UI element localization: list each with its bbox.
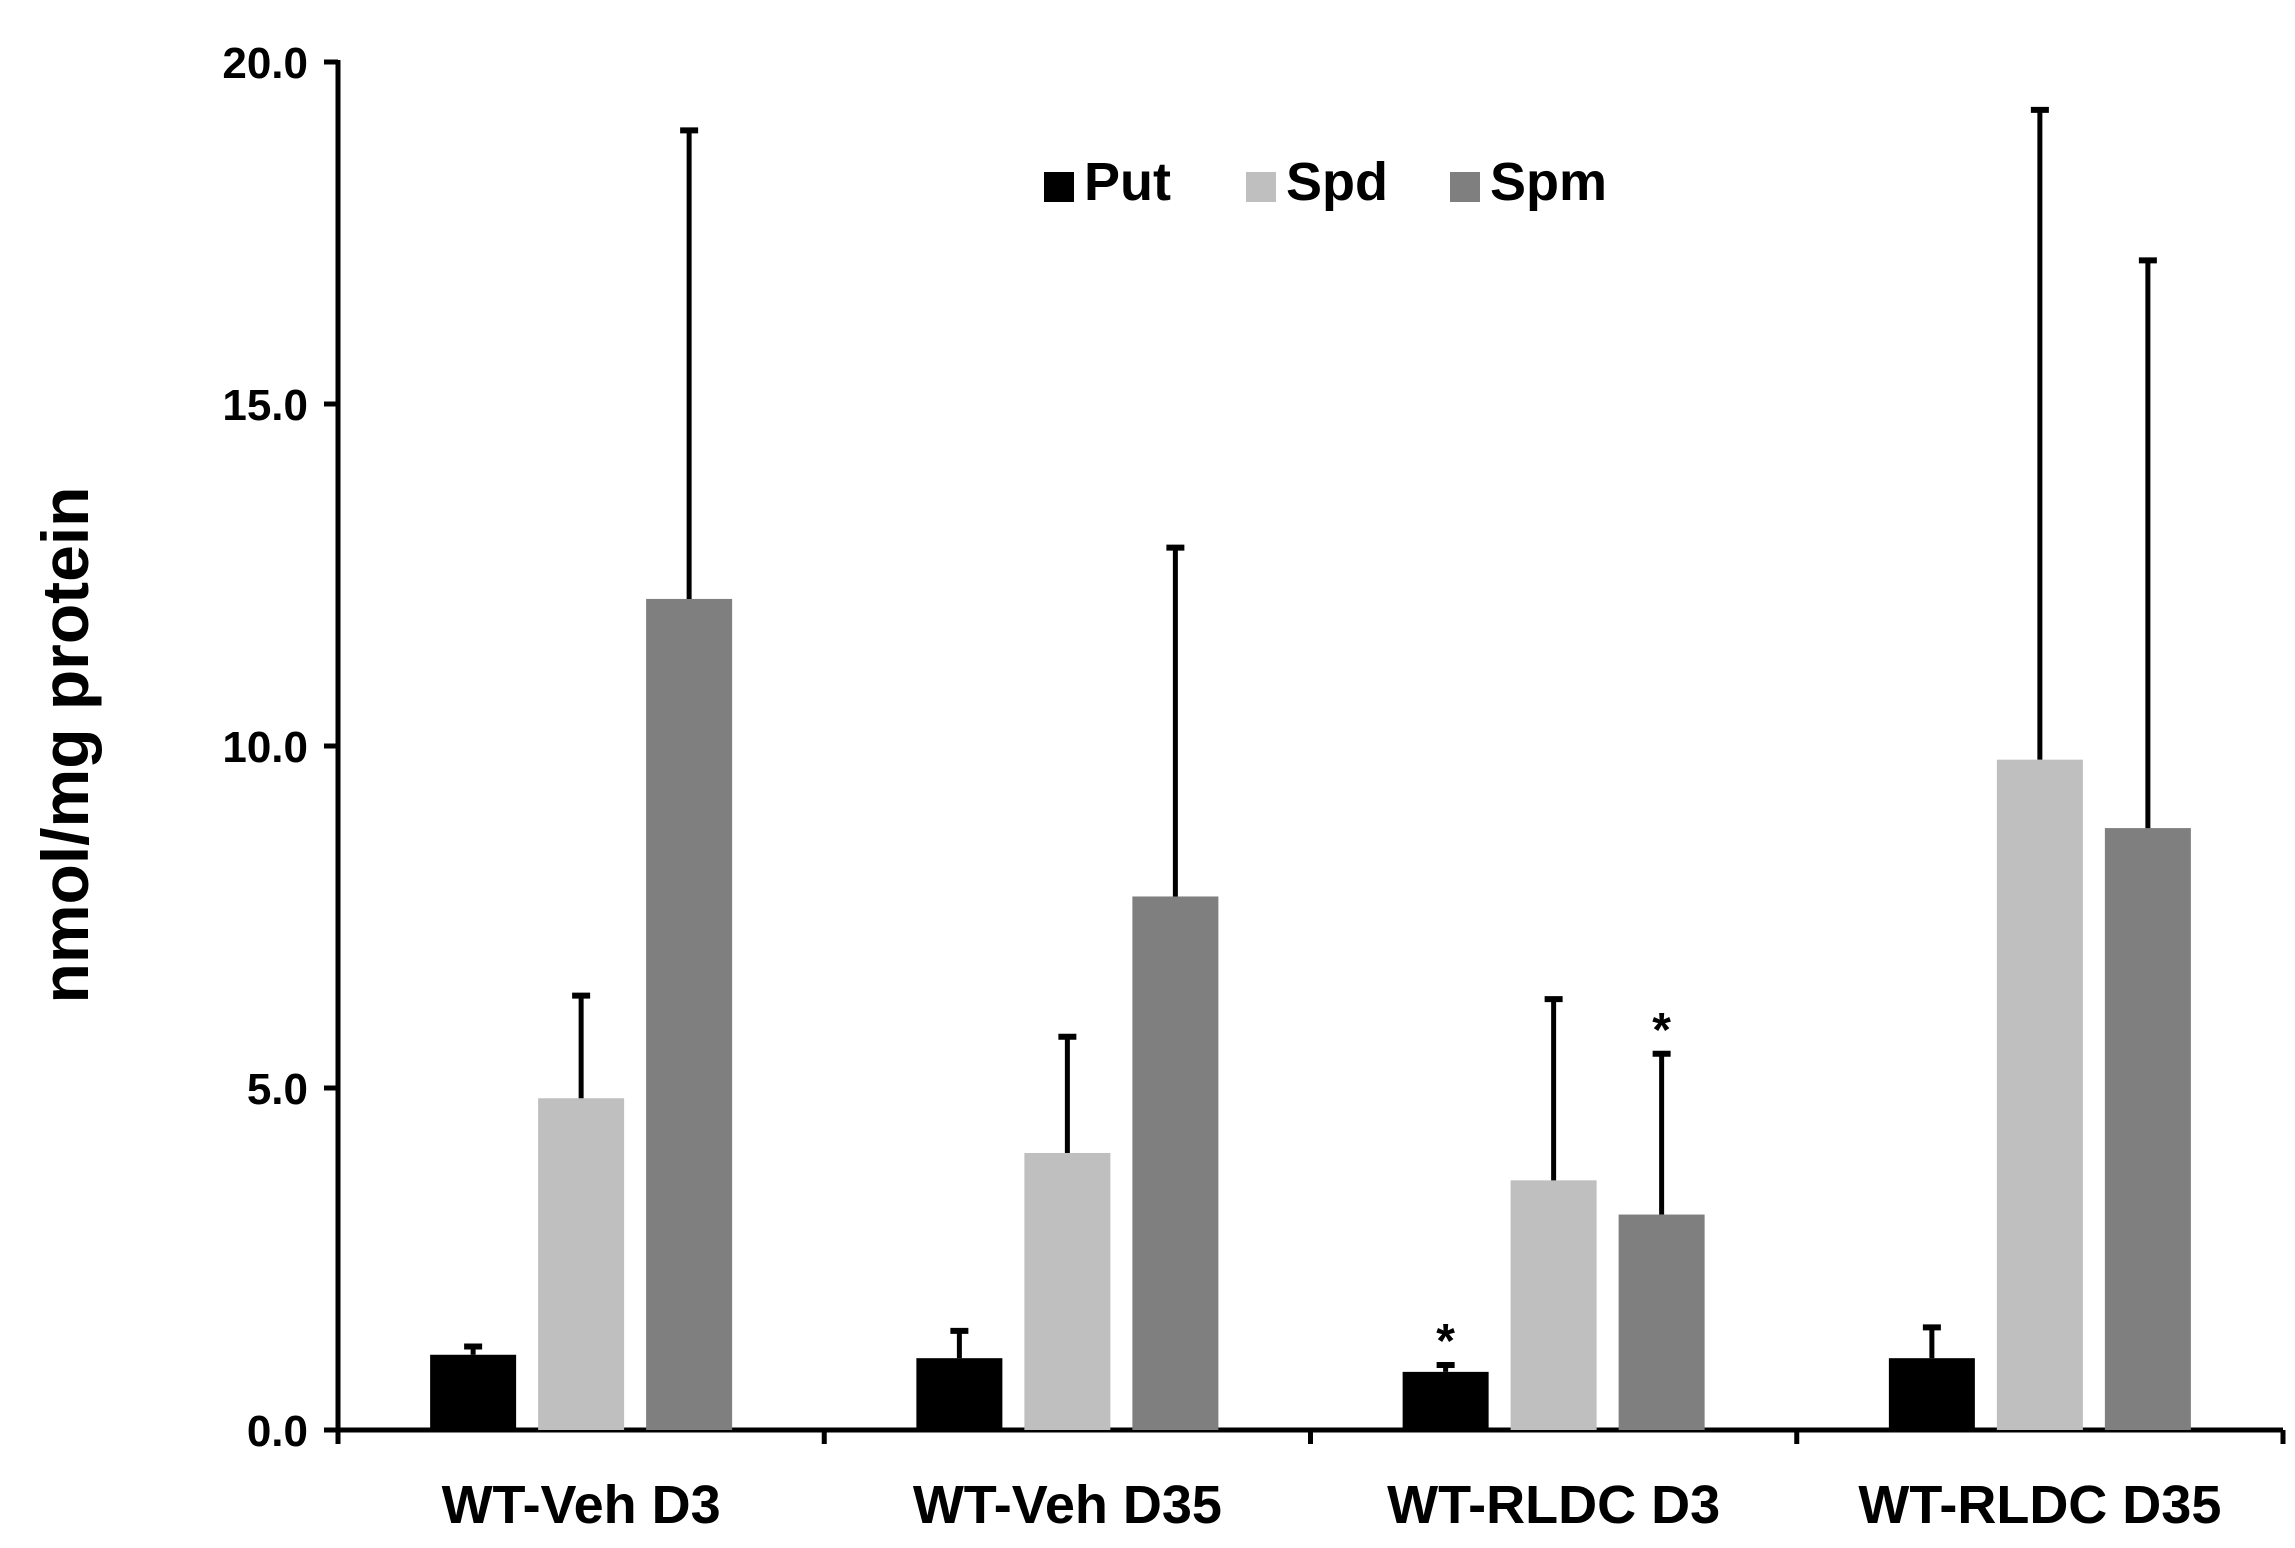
bar-put (916, 1358, 1003, 1430)
x-category-label: WT-Veh D3 (442, 1475, 721, 1535)
bar-spm (1132, 896, 1219, 1430)
bar-put (430, 1354, 517, 1430)
legend-swatch-put (1044, 172, 1074, 202)
y-tick-label: 0.0 (247, 1407, 308, 1456)
axes: 0.0 5.0 10.0 15.0 20.0 WT-Veh D3 WT-Veh D35 WT-… (222, 39, 2286, 1535)
bar-put (1888, 1358, 1975, 1430)
legend: Put Spd Spm (1044, 152, 1607, 212)
legend-label-spd: Spd (1286, 152, 1388, 212)
bar-spd (1024, 1152, 1111, 1430)
bar-spd (1996, 759, 2083, 1430)
legend-label-spm: Spm (1490, 152, 1607, 212)
y-tick-label: 20.0 (222, 39, 308, 88)
legend-label-put: Put (1084, 152, 1171, 212)
bar-put (1402, 1371, 1489, 1430)
bars: ** (430, 106, 2191, 1430)
legend-swatch-spd (1246, 172, 1276, 202)
y-axis-label: nmol/mg protein (28, 487, 102, 1004)
bar-spm (646, 598, 733, 1430)
significance-marker: * (1436, 1315, 1455, 1368)
y-tick-label: 5.0 (247, 1065, 308, 1114)
x-category-label: WT-RLDC D3 (1387, 1475, 1720, 1535)
x-category-label: WT-Veh D35 (913, 1475, 1222, 1535)
x-category-label: WT-RLDC D35 (1858, 1475, 2221, 1535)
y-tick-label: 15.0 (222, 381, 308, 430)
bar-spm (2104, 828, 2191, 1430)
y-axis-label-group: nmol/mg protein (28, 487, 102, 1004)
bar-spm (1618, 1214, 1705, 1430)
significance-marker: * (1652, 1004, 1671, 1057)
bar-spd (1510, 1180, 1597, 1430)
y-tick-label: 10.0 (222, 723, 308, 772)
bar-spd (538, 1098, 625, 1430)
legend-swatch-spm (1450, 172, 1480, 202)
